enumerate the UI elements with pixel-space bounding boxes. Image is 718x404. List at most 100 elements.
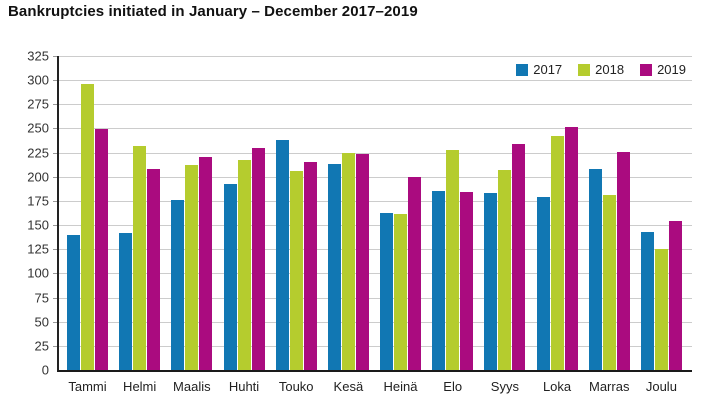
x-axis-label: Elo bbox=[443, 379, 463, 394]
bar-group-marras: Marras bbox=[588, 56, 630, 394]
bar-2017-loka bbox=[536, 197, 550, 370]
y-axis-tick bbox=[53, 152, 57, 154]
gridline bbox=[59, 345, 692, 347]
gridline bbox=[59, 176, 692, 178]
bar-group-kesä: Kesä bbox=[327, 56, 369, 394]
bar-2017-maalis bbox=[171, 200, 185, 370]
chart-title: Bankruptcies initiated in January – Dece… bbox=[8, 3, 418, 20]
bar-2018-tammi bbox=[81, 84, 94, 370]
x-axis-label: Syys bbox=[490, 379, 519, 394]
bar-group-syys: Syys bbox=[484, 56, 526, 394]
bar-2019-joulu bbox=[668, 221, 682, 370]
bar-group-tammi: Tammi bbox=[67, 56, 108, 394]
bar-group-touko: Touko bbox=[275, 56, 317, 394]
x-axis-label: Tammi bbox=[68, 379, 107, 394]
bar-2018-marras bbox=[602, 195, 616, 370]
legend-swatch-2017 bbox=[516, 63, 529, 76]
bar-2018-elo bbox=[446, 150, 460, 370]
y-axis-label: 325 bbox=[27, 48, 49, 64]
y-axis-label: 150 bbox=[27, 217, 49, 233]
bar-2019-helmi bbox=[147, 169, 161, 370]
bar-2018-helmi bbox=[133, 146, 147, 370]
bar-2017-huhti bbox=[223, 184, 237, 370]
bar-2017-tammi bbox=[67, 235, 80, 370]
bar-2018-touko bbox=[289, 171, 303, 370]
y-axis-label: 25 bbox=[34, 338, 49, 354]
bar-2019-tammi bbox=[95, 129, 108, 370]
legend-item-2017: 2017 bbox=[516, 62, 562, 77]
y-axis-tick bbox=[53, 56, 57, 57]
bar-2019-touko bbox=[303, 162, 317, 370]
bar-2019-marras bbox=[616, 152, 630, 370]
y-axis-tick bbox=[53, 345, 57, 347]
x-axis-label: Marras bbox=[588, 379, 630, 394]
bar-group-maalis: Maalis bbox=[171, 56, 213, 394]
bar-2017-marras bbox=[588, 169, 602, 370]
bar-2017-elo bbox=[432, 191, 446, 370]
y-axis-label: 200 bbox=[27, 169, 49, 185]
legend-swatch-2019 bbox=[640, 63, 653, 76]
bar-2018-huhti bbox=[237, 160, 251, 370]
y-axis-tick bbox=[53, 249, 57, 251]
gridline bbox=[59, 200, 692, 202]
y-axis-label: 100 bbox=[27, 265, 49, 281]
legend-swatch-2018 bbox=[578, 63, 591, 76]
y-axis-label: 50 bbox=[34, 314, 49, 330]
bar-2017-syys bbox=[484, 193, 498, 370]
gridline bbox=[59, 273, 692, 275]
y-axis-tick bbox=[53, 321, 57, 323]
legend-label: 2018 bbox=[595, 62, 625, 77]
gridline bbox=[59, 56, 692, 57]
bar-2018-kesä bbox=[341, 153, 355, 370]
bar-group-joulu: Joulu bbox=[640, 56, 682, 394]
bar-group-heinä: Heinä bbox=[380, 56, 422, 394]
bar-group-helmi: Helmi bbox=[119, 56, 161, 394]
bar-group-elo: Elo bbox=[432, 56, 474, 394]
y-axis-tick bbox=[53, 200, 57, 202]
legend-item-2019: 2019 bbox=[640, 62, 686, 77]
bar-group-huhti: Huhti bbox=[223, 56, 265, 394]
x-axis-label: Heinä bbox=[383, 379, 418, 394]
bar-2018-loka bbox=[550, 136, 564, 370]
y-axis-label: 125 bbox=[27, 241, 49, 257]
y-axis-tick bbox=[53, 273, 57, 275]
x-axis-label: Kesä bbox=[333, 379, 364, 394]
x-axis-label: Maalis bbox=[173, 379, 211, 394]
gridline bbox=[59, 80, 692, 82]
gridline bbox=[59, 104, 692, 106]
gridline bbox=[59, 297, 692, 299]
y-axis-label: 175 bbox=[27, 193, 49, 209]
gridline bbox=[59, 249, 692, 251]
y-axis-tick bbox=[53, 80, 57, 82]
y-axis-tick bbox=[53, 297, 57, 299]
y-axis-label: 275 bbox=[27, 96, 49, 112]
y-axis-label: 75 bbox=[34, 290, 49, 306]
bar-2019-heinä bbox=[408, 177, 422, 370]
bar-2018-joulu bbox=[654, 249, 668, 370]
gridline bbox=[59, 128, 692, 130]
y-axis-label: 0 bbox=[41, 362, 49, 378]
x-axis-label: Helmi bbox=[123, 379, 157, 394]
gridline bbox=[59, 225, 692, 227]
legend-label: 2019 bbox=[657, 62, 686, 77]
bar-2018-maalis bbox=[185, 165, 199, 370]
gridline bbox=[59, 321, 692, 323]
x-axis-label: Joulu bbox=[645, 379, 677, 394]
x-axis-label: Loka bbox=[542, 379, 572, 394]
bar-2017-touko bbox=[275, 140, 289, 370]
x-axis-label: Touko bbox=[278, 379, 314, 394]
y-axis-tick bbox=[53, 176, 57, 178]
bar-2017-joulu bbox=[640, 232, 654, 370]
bar-2019-huhti bbox=[251, 148, 265, 370]
gridline bbox=[59, 152, 692, 154]
legend: 2017 2018 2019 bbox=[510, 60, 690, 80]
bar-2018-syys bbox=[498, 170, 512, 370]
y-axis-tick bbox=[53, 128, 57, 130]
bar-group-loka: Loka bbox=[536, 56, 578, 394]
legend-item-2018: 2018 bbox=[578, 62, 624, 77]
bar-2019-kesä bbox=[355, 154, 369, 370]
bar-2017-kesä bbox=[327, 164, 341, 370]
y-axis-label: 300 bbox=[27, 72, 49, 88]
bar-2019-elo bbox=[460, 192, 474, 370]
